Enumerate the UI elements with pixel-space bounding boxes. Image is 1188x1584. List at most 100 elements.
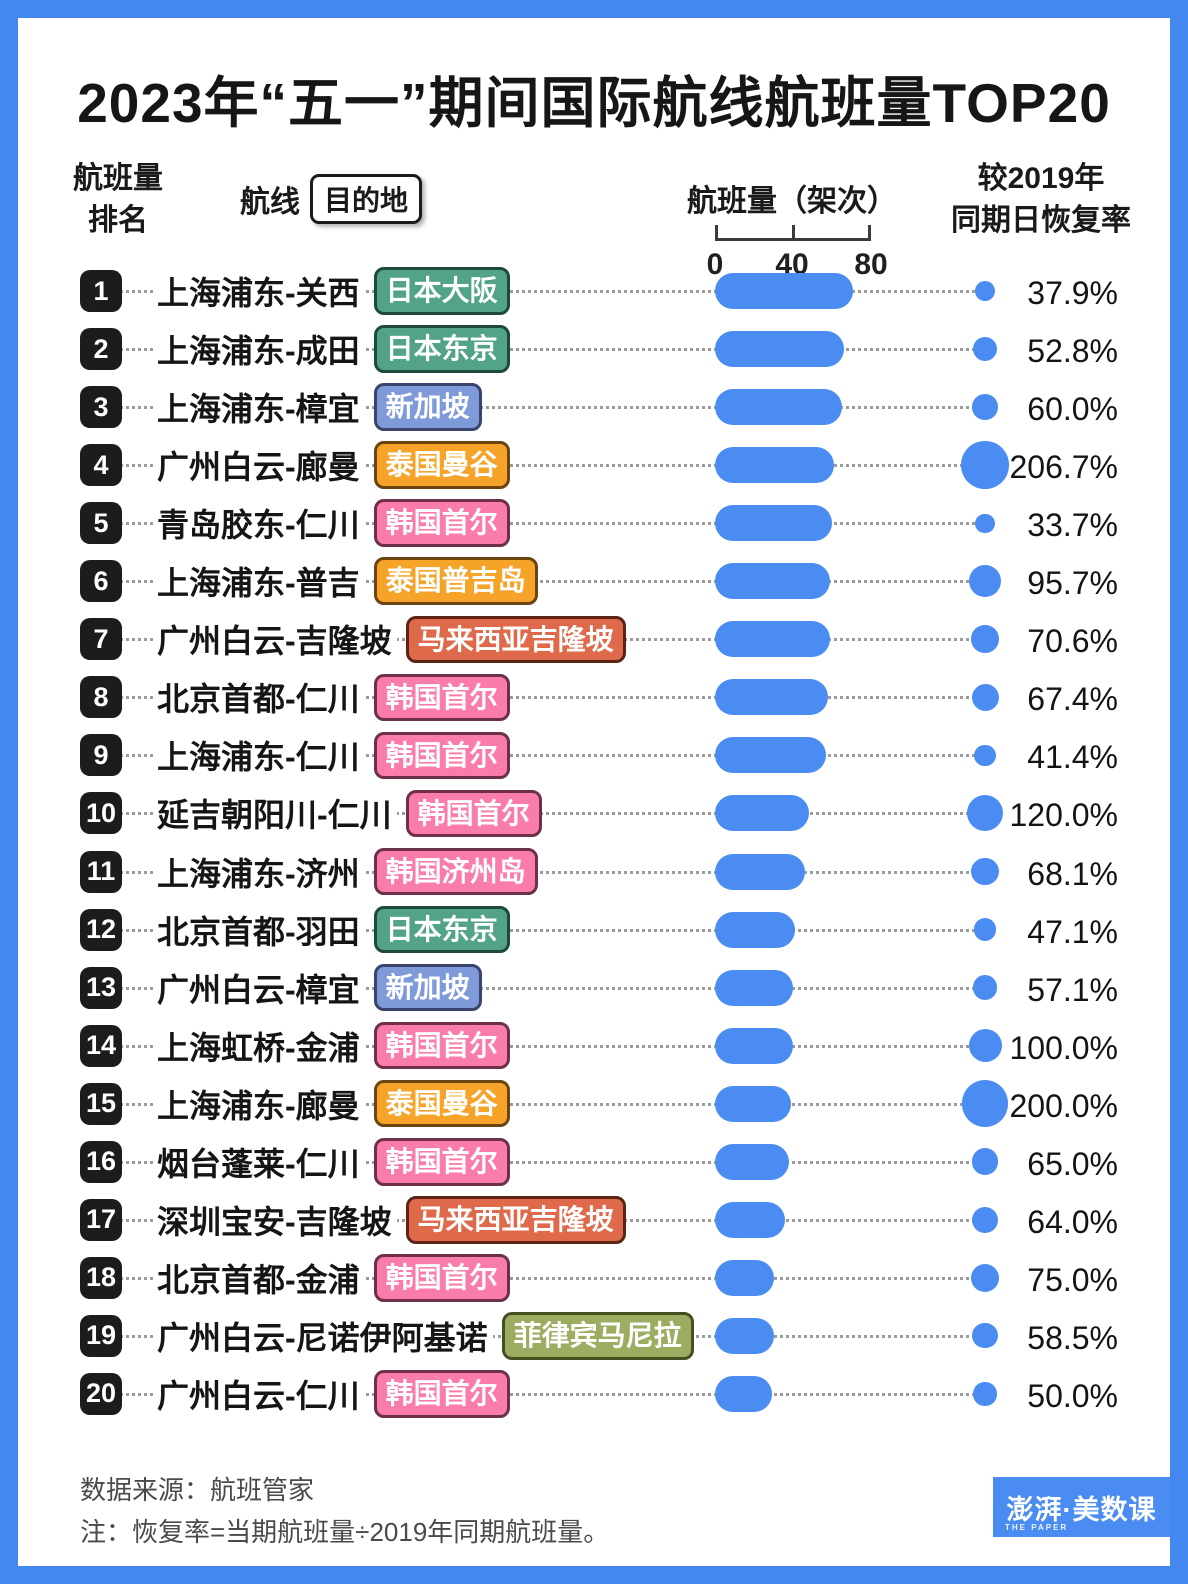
leader-line bbox=[103, 696, 993, 700]
recovery-value: 67.4% bbox=[1027, 681, 1118, 718]
recovery-bubble bbox=[974, 744, 996, 766]
table-row: 11 上海浦东-济州 韩国济州岛 68.1% bbox=[18, 843, 1170, 901]
leader-line bbox=[103, 1392, 993, 1396]
leader-line bbox=[103, 580, 993, 584]
table-row: 10 延吉朝阳川-仁川 韩国首尔 120.0% bbox=[18, 784, 1170, 842]
axis-label-80: 80 bbox=[854, 248, 888, 281]
flight-volume-bar bbox=[715, 447, 834, 484]
table-row: 16 烟台蓬莱-仁川 韩国首尔 65.0% bbox=[18, 1133, 1170, 1191]
recovery-bubble bbox=[973, 337, 997, 362]
recovery-value: 50.0% bbox=[1027, 1377, 1118, 1414]
destination-tag: 韩国首尔 bbox=[373, 499, 510, 547]
recovery-value: 52.8% bbox=[1027, 333, 1118, 370]
flight-volume-bar bbox=[715, 737, 827, 774]
recovery-value: 75.0% bbox=[1027, 1261, 1118, 1298]
table-row: 2 上海浦东-成田 日本东京 52.8% bbox=[18, 320, 1170, 378]
destination-tag: 新加坡 bbox=[373, 383, 482, 431]
table-row: 17 深圳宝安-吉隆坡 马来西亚吉隆坡 64.0% bbox=[18, 1191, 1170, 1249]
flight-volume-bar bbox=[715, 505, 832, 542]
flight-volume-bar bbox=[715, 1085, 791, 1122]
recovery-value: 95.7% bbox=[1027, 565, 1118, 602]
rank-badge: 8 bbox=[80, 676, 122, 719]
destination-tag: 韩国首尔 bbox=[373, 731, 510, 780]
leader-line bbox=[103, 464, 993, 468]
flight-volume-bar bbox=[715, 1143, 790, 1180]
table-row: 12 北京首都-羽田 日本东京 47.1% bbox=[18, 901, 1170, 959]
rank-badge: 5 bbox=[80, 502, 122, 545]
flight-volume-bar bbox=[715, 389, 842, 426]
recovery-bubble bbox=[973, 1382, 997, 1406]
table-row: 14 上海虹桥-金浦 韩国首尔 100.0% bbox=[18, 1017, 1170, 1075]
route-name: 上海浦东-成田 bbox=[155, 323, 365, 376]
route-name: 上海浦东-普吉 bbox=[155, 555, 365, 608]
rank-badge: 1 bbox=[80, 270, 122, 312]
recovery-value: 70.6% bbox=[1027, 623, 1118, 660]
rank-badge: 19 bbox=[80, 1314, 123, 1357]
column-header-recovery: 较2019年 同期日恢复率 bbox=[935, 158, 1147, 242]
route-name: 上海浦东-仁川 bbox=[155, 729, 365, 782]
recovery-value: 65.0% bbox=[1027, 1145, 1118, 1182]
recovery-value: 41.4% bbox=[1027, 739, 1118, 776]
formula-note: 注：恢复率=当期航班量÷2019年同期航班量。 bbox=[80, 1516, 610, 1547]
rank-badge: 10 bbox=[80, 792, 123, 835]
route-name: 上海浦东-关西 bbox=[155, 265, 365, 317]
recovery-value: 33.7% bbox=[1027, 507, 1118, 544]
leader-line bbox=[103, 1044, 993, 1048]
destination-tag: 韩国首尔 bbox=[373, 1137, 510, 1186]
destination-tag: 韩国济州岛 bbox=[373, 847, 538, 896]
flight-volume-bar bbox=[715, 1259, 774, 1296]
route-name: 深圳宝安-吉隆坡 bbox=[155, 1193, 397, 1246]
recovery-bubble bbox=[971, 1206, 999, 1233]
table-row: 6 上海浦东-普吉 泰国普吉岛 95.7% bbox=[18, 552, 1170, 610]
recovery-value: 200.0% bbox=[1009, 1087, 1118, 1124]
recovery-value: 64.0% bbox=[1027, 1203, 1118, 1240]
recovery-value: 47.1% bbox=[1027, 913, 1118, 950]
recovery-value: 60.0% bbox=[1027, 391, 1118, 428]
leader-line bbox=[103, 348, 993, 352]
destination-tag: 菲律宾马尼拉 bbox=[501, 1312, 694, 1360]
route-name: 上海浦东-济州 bbox=[155, 845, 365, 898]
rank-badge: 7 bbox=[80, 618, 122, 661]
axis-label-0: 0 bbox=[706, 248, 724, 281]
destination-tag: 韩国首尔 bbox=[373, 1254, 510, 1302]
recovery-value: 37.9% bbox=[1027, 275, 1118, 311]
route-name: 烟台蓬莱-仁川 bbox=[155, 1135, 365, 1188]
leader-line bbox=[103, 986, 993, 990]
route-name: 广州白云-吉隆坡 bbox=[155, 613, 397, 666]
destination-tag: 马来西亚吉隆坡 bbox=[405, 615, 626, 664]
flight-volume-bar bbox=[715, 563, 831, 600]
recovery-value: 100.0% bbox=[1009, 1029, 1118, 1066]
route-name: 北京首都-羽田 bbox=[155, 903, 365, 956]
destination-tag: 韩国首尔 bbox=[373, 673, 510, 722]
leader-line bbox=[103, 812, 993, 816]
route-name: 上海虹桥-金浦 bbox=[155, 1019, 365, 1072]
recovery-value: 206.7% bbox=[1009, 449, 1118, 486]
leader-line bbox=[103, 290, 993, 293]
rank-badge: 15 bbox=[80, 1082, 123, 1125]
destination-tag: 新加坡 bbox=[373, 963, 482, 1012]
column-header-route: 航线 目的地 bbox=[240, 174, 423, 224]
column-header-rank-line1: 航班量 bbox=[73, 162, 163, 195]
leader-line bbox=[103, 406, 993, 410]
destination-tag: 泰国曼谷 bbox=[373, 441, 510, 489]
publisher-logo-subtext: THE PAPER bbox=[1005, 1523, 1069, 1532]
flight-volume-bar bbox=[715, 1027, 793, 1064]
leader-line bbox=[103, 754, 993, 758]
column-header-route-label: 航线 bbox=[240, 186, 300, 219]
recovery-bubble bbox=[961, 441, 1009, 489]
rank-badge: 13 bbox=[80, 966, 123, 1009]
recovery-value: 58.5% bbox=[1027, 1319, 1118, 1356]
destination-tag: 韩国首尔 bbox=[373, 1370, 510, 1418]
rank-badge: 11 bbox=[80, 850, 122, 893]
page-title: 2023年“五一”期间国际航线航班量TOP20 bbox=[77, 72, 1111, 134]
recovery-bubble bbox=[972, 1323, 998, 1349]
route-name: 北京首都-仁川 bbox=[155, 671, 365, 724]
recovery-bubble bbox=[972, 975, 998, 1000]
table-row: 18 北京首都-金浦 韩国首尔 75.0% bbox=[18, 1249, 1170, 1307]
leader-line bbox=[103, 870, 993, 874]
leader-line bbox=[103, 928, 993, 932]
destination-tag: 日本大阪 bbox=[373, 267, 510, 315]
rank-badge: 6 bbox=[80, 560, 122, 603]
axis-tick-80 bbox=[868, 225, 871, 238]
